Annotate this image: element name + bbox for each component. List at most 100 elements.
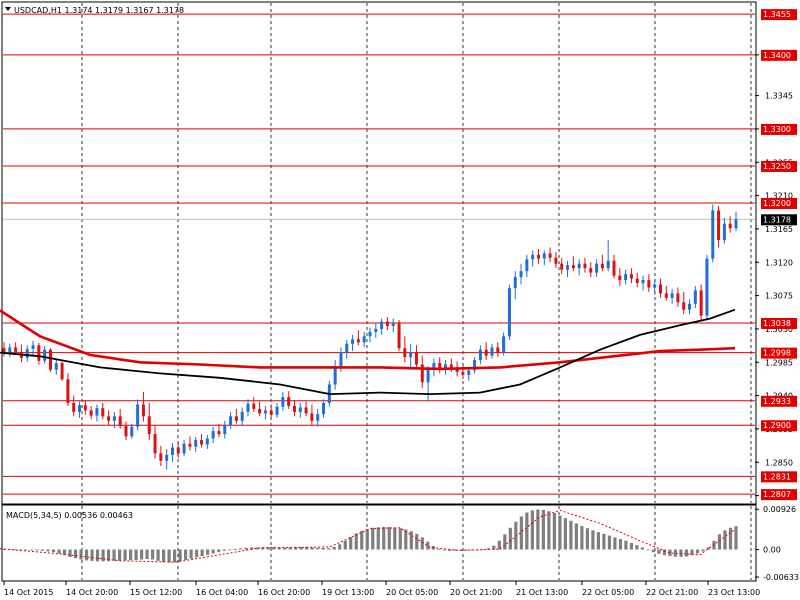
time-tick-label: 14 Oct 20:00	[66, 588, 118, 597]
macd-bar	[723, 530, 727, 550]
macd-bar	[40, 549, 45, 551]
macd-bar	[618, 539, 623, 550]
macd-bar	[62, 549, 67, 556]
candle-body	[571, 265, 575, 269]
time-tick-label: 16 Oct 04:00	[196, 588, 248, 597]
level-label-box	[761, 49, 797, 61]
candle-body	[629, 274, 633, 279]
macd-bar	[272, 547, 276, 550]
candle	[641, 275, 645, 291]
macd-bar	[211, 549, 215, 554]
macd-bar	[464, 549, 468, 551]
candle-body	[246, 403, 250, 412]
macd-bar	[640, 547, 645, 550]
triangle-down-icon[interactable]	[5, 7, 11, 11]
macd-tick-label: 0.00926	[763, 505, 796, 514]
macd-bar	[200, 549, 204, 557]
candle-body	[589, 268, 593, 273]
macd-bar	[387, 527, 391, 550]
candle-body	[531, 254, 535, 260]
candle	[682, 291, 686, 315]
candle	[43, 345, 47, 364]
macd-bar	[112, 549, 116, 561]
candle-body	[693, 290, 697, 304]
candle	[182, 440, 186, 457]
macd-bar	[151, 549, 155, 560]
candle-body	[647, 280, 651, 288]
candle-body	[292, 405, 296, 412]
candle	[223, 420, 227, 439]
candle	[531, 250, 535, 267]
candle	[647, 274, 651, 292]
price-tick-label: 1.3075	[765, 292, 793, 301]
macd-bar	[453, 549, 457, 551]
macd-bar	[717, 534, 722, 550]
macd-bar	[95, 549, 100, 562]
candle-body	[25, 348, 29, 358]
macd-bar	[563, 518, 567, 550]
level-label: 1.2807	[763, 490, 791, 499]
candle-body	[658, 284, 662, 294]
candle-body	[484, 349, 488, 356]
candle-body	[722, 223, 726, 241]
candle	[345, 340, 349, 359]
candle	[699, 284, 703, 322]
macd-plot-frame	[1, 504, 757, 582]
candle-body	[670, 293, 674, 298]
candle	[606, 240, 610, 272]
candle	[583, 257, 587, 273]
candle	[37, 343, 41, 365]
macd-bar	[426, 541, 430, 550]
candle-body	[217, 431, 221, 435]
candle-body	[356, 339, 360, 343]
macd-bar	[486, 548, 490, 550]
candle	[205, 434, 209, 449]
candle	[438, 357, 442, 374]
candle-body	[48, 349, 52, 370]
candle	[676, 287, 680, 307]
macd-bar	[404, 529, 408, 550]
candle-body	[618, 275, 622, 281]
macd-tick-label: 0.00	[763, 546, 781, 555]
macd-bar	[13, 549, 17, 551]
candle-body	[188, 443, 192, 447]
macd-bar	[57, 549, 61, 554]
candle-body	[368, 331, 372, 337]
candle	[194, 437, 198, 452]
candle	[362, 331, 366, 348]
macd-bar	[73, 549, 78, 559]
candle-body	[316, 414, 320, 421]
macd-bar	[139, 549, 144, 560]
macd-bar	[646, 549, 650, 551]
candle-body	[496, 347, 500, 353]
candle-body	[490, 347, 494, 356]
candle-body	[600, 263, 604, 269]
candle	[298, 403, 302, 418]
candle-body	[89, 410, 93, 416]
candle-body	[252, 403, 256, 409]
candlestick-series	[2, 204, 738, 470]
macd-bar	[393, 527, 397, 550]
candle	[269, 404, 273, 418]
macd-bar	[695, 549, 700, 554]
candle	[176, 441, 180, 458]
candle-body	[699, 290, 703, 316]
price-tick-label: 1.3030	[765, 325, 793, 334]
candle-body	[624, 274, 628, 281]
macd-bar	[552, 512, 556, 550]
candle	[112, 411, 116, 429]
candle-body	[124, 425, 128, 437]
candle-body	[258, 408, 262, 414]
candle-body	[507, 288, 511, 337]
candle-body	[635, 278, 639, 283]
macd-bar	[448, 549, 452, 551]
macd-header-text: MACD(5,34,5) 0.00536 0.00463	[6, 511, 133, 520]
macd-tick-label: -0.00633	[763, 573, 799, 582]
macd-bar	[470, 549, 474, 551]
macd-bar	[2, 549, 6, 550]
candle-body	[449, 364, 453, 368]
candle	[420, 355, 424, 389]
macd-bar	[574, 523, 578, 550]
level-label: 1.3455	[763, 10, 791, 19]
